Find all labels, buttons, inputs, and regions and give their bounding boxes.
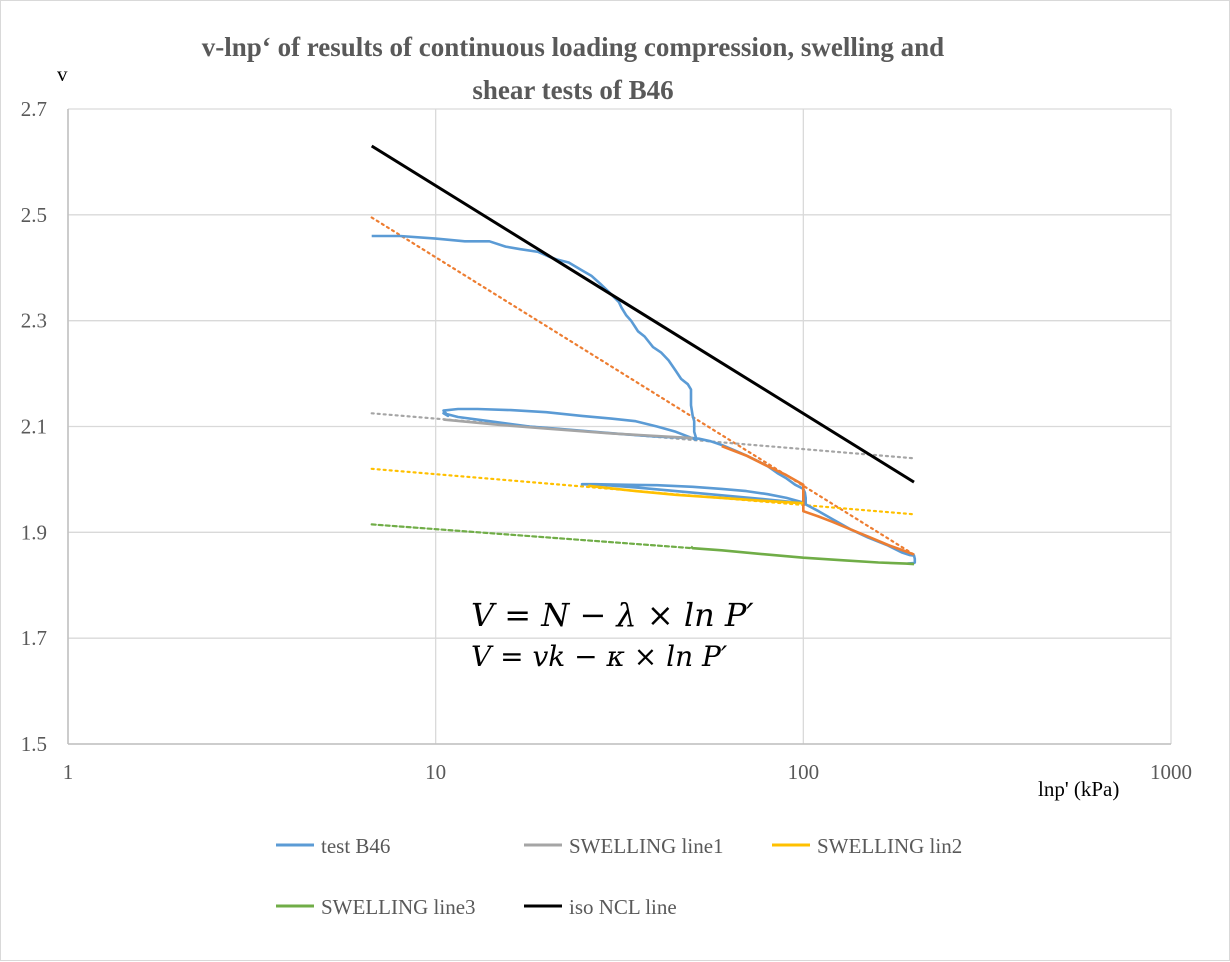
series-line-2	[721, 444, 915, 556]
legend-label: SWELLING line3	[321, 895, 476, 919]
series-line-6	[370, 144, 915, 484]
legend: test B46 SWELLING line1 SWELLING lin2 SWELL…	[276, 834, 962, 919]
x-tick-label: 10	[425, 760, 446, 784]
y-tick-label: 1.7	[21, 626, 47, 650]
y-tick-label: 2.1	[21, 415, 47, 439]
y-tick-label: 2.7	[21, 97, 47, 121]
chart-title-line-2: shear tests of B46	[472, 75, 673, 105]
x-axis-label: lnp' (kPa)	[1038, 777, 1119, 801]
series-line-5	[690, 545, 915, 566]
y-tick-label: 1.5	[21, 732, 47, 756]
legend-label: SWELLING lin2	[817, 834, 962, 858]
series-line-4	[588, 484, 804, 505]
series-line-3	[443, 418, 693, 440]
equation-ncl: V = N − λ × ln P′	[471, 596, 754, 634]
grid	[67, 108, 1172, 745]
legend-label: iso NCL line	[569, 895, 677, 919]
x-tick-label: 1	[63, 760, 74, 784]
y-axis-label: v	[57, 62, 68, 86]
trendlines	[370, 216, 916, 556]
y-tick-label: 1.9	[21, 520, 47, 544]
legend-label: SWELLING line1	[569, 834, 724, 858]
series	[370, 144, 917, 566]
trendline-1	[370, 216, 916, 556]
equation-swelling: V = vk − κ × ln P′	[471, 640, 728, 673]
series-line-1	[371, 234, 917, 565]
chart-title-line-1: v-lnp‘ of results of continuous loading …	[202, 32, 944, 62]
tick-labels: 1.5 1.7 1.9 2.1 2.3 2.5 2.7 1 10 100 1000	[21, 97, 1192, 784]
x-tick-label: 100	[788, 760, 820, 784]
x-tick-label: 1000	[1150, 760, 1192, 784]
y-tick-label: 2.3	[21, 309, 47, 333]
legend-label: test B46	[321, 834, 390, 858]
trendline-4	[370, 523, 694, 550]
y-tick-label: 2.5	[21, 203, 47, 227]
